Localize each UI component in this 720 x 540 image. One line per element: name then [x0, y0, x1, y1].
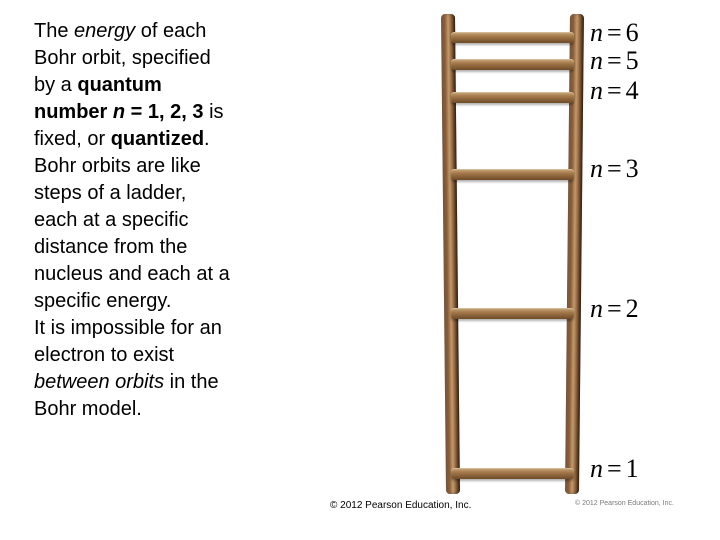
n-val: 1 [626, 454, 639, 483]
t-quantum: quantum [77, 74, 161, 96]
n-val: 4 [626, 76, 639, 105]
ladder [455, 14, 570, 494]
n-label-6: n=6 [590, 18, 639, 48]
n-eq: = [603, 454, 626, 483]
slide: The energy of each Bohr orbit, specified… [0, 0, 720, 540]
t: It is impossible for an [34, 317, 222, 339]
n-label-5: n=5 [590, 46, 639, 76]
n-label-1: n=1 [590, 454, 639, 484]
t: specific energy. [34, 290, 171, 312]
ladder-rung [451, 92, 574, 103]
t: Bohr orbits are like [34, 155, 201, 177]
ladder-rail-left [441, 14, 460, 494]
t-between: between orbits [34, 371, 164, 393]
t: Bohr model. [34, 398, 142, 420]
ladder-rung [451, 468, 574, 479]
t: in the [164, 371, 218, 393]
n-eq: = [603, 76, 626, 105]
n-var: n [590, 18, 603, 47]
t: fixed, or [34, 128, 111, 150]
n-var: n [590, 154, 603, 183]
t: The [34, 20, 74, 42]
n-val: 3 [626, 154, 639, 183]
n-var: n [590, 454, 603, 483]
t: of each [135, 20, 206, 42]
n-var: n [590, 294, 603, 323]
n-val: 6 [626, 18, 639, 47]
t-n: n [113, 101, 125, 123]
t: electron to exist [34, 344, 174, 366]
ladder-rung [451, 59, 574, 70]
ladder-rung [451, 32, 574, 43]
n-val: 5 [626, 46, 639, 75]
copyright: © 2012 Pearson Education, Inc. [330, 500, 471, 511]
n-eq: = [603, 18, 626, 47]
n-label-4: n=4 [590, 76, 639, 106]
t: nucleus and each at a [34, 263, 230, 285]
n-eq: = [603, 294, 626, 323]
t: steps of a ladder, [34, 182, 186, 204]
body-text: The energy of each Bohr orbit, specified… [34, 18, 294, 423]
copyright-small: © 2012 Pearson Education, Inc. [575, 500, 674, 507]
t: Bohr orbit, specified [34, 47, 211, 69]
n-label-2: n=2 [590, 294, 639, 324]
t-quantized: quantized [111, 128, 204, 150]
n-var: n [590, 76, 603, 105]
ladder-rung [451, 308, 574, 319]
t: each at a specific [34, 209, 189, 231]
t-energy: energy [74, 20, 135, 42]
ladder-rail-right [565, 14, 584, 494]
n-var: n [590, 46, 603, 75]
t: is [204, 101, 224, 123]
n-eq: = [603, 46, 626, 75]
n-val: 2 [626, 294, 639, 323]
t-number: number [34, 101, 113, 123]
t: distance from the [34, 236, 187, 258]
t-123: = 1, 2, 3 [125, 101, 203, 123]
ladder-rung [451, 169, 574, 180]
t: . [204, 128, 210, 150]
t: by a [34, 74, 77, 96]
n-label-3: n=3 [590, 154, 639, 184]
n-eq: = [603, 154, 626, 183]
